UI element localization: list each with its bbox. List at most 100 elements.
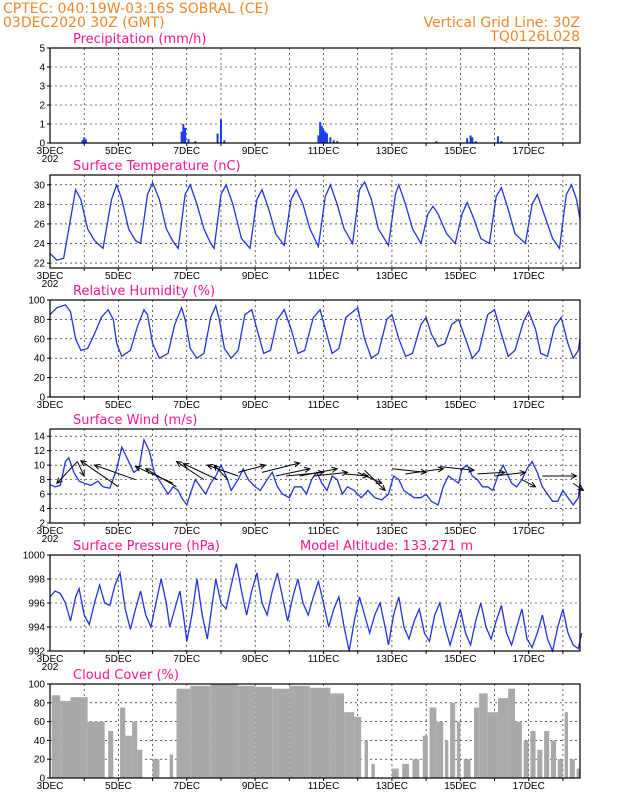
wind-arrow-shaft: [299, 468, 338, 477]
wind-arrow-shaft: [76, 461, 85, 477]
cloud-ytick-label: 60: [34, 717, 46, 728]
precip-xtick-year: 202: [42, 154, 59, 165]
wind-ytick-label: 10: [34, 461, 46, 472]
rh-xtick-label: 13DEC: [376, 400, 408, 411]
wind-arrow: [572, 482, 585, 492]
cloud-bar: [371, 763, 375, 778]
cloud-ytick-label: 0: [39, 774, 45, 785]
pres-title: Surface Pressure (hPa): [73, 539, 220, 554]
temp-line: [49, 180, 581, 261]
wind-arrow: [494, 469, 527, 477]
temp-ytick-label: 24: [34, 239, 46, 250]
temp-xtick-label: 13DEC: [376, 271, 408, 282]
cloud-bar: [132, 721, 138, 778]
wind-arrow-head: [362, 472, 370, 479]
pres-extra-label: Model Altitude: 133.271 m: [300, 539, 473, 554]
wind-xtick-label: 7DEC: [173, 526, 200, 537]
rh-line: [49, 303, 581, 360]
cloud-bar: [87, 721, 105, 778]
cloud-bar: [402, 763, 410, 778]
wind-arrow-shaft: [439, 466, 475, 471]
precip-xtick-label: 5DEC: [105, 146, 132, 157]
cloud-ytick-label: 40: [34, 736, 46, 747]
wind-arrow-head: [519, 469, 527, 477]
wind-arrow-shaft: [275, 468, 310, 477]
rh-title: Relative Humidity (%): [73, 284, 215, 299]
wind-arrow: [237, 463, 267, 473]
wind-arrow-head: [293, 461, 301, 468]
wind-xtick-label: 11DEC: [308, 526, 340, 537]
precip-ytick-label: 1: [39, 120, 45, 131]
wind-xtick-year: 202: [42, 534, 59, 545]
wind-arrow-head: [56, 477, 63, 485]
precip-xtick-label: 3DEC: [37, 146, 64, 157]
wind-arrow-head: [468, 466, 476, 473]
precip-bar: [216, 133, 219, 143]
precip-xtick-label: 9DEC: [242, 146, 269, 157]
temp-ytick-label: 28: [34, 200, 46, 211]
wind-arrow-head: [317, 469, 325, 476]
cloud-bar: [125, 735, 133, 778]
precip-bar: [500, 141, 503, 143]
cloud-bar: [479, 693, 488, 778]
header-run-time: 03DEC2020 30Z (GMT): [3, 15, 165, 31]
cloud-bar: [530, 731, 536, 778]
temp-xtick-label: 3DEC: [37, 271, 64, 282]
pres-ytick-label: 996: [28, 599, 45, 610]
precip-bar: [83, 137, 86, 143]
wind-arrow: [299, 466, 339, 477]
wind-arrow-shaft: [237, 464, 266, 473]
cloud-bar: [557, 759, 563, 778]
precip-xtick-label: 7DEC: [173, 146, 200, 157]
wind-arrow: [364, 469, 386, 492]
pres-xtick-label: 7DEC: [173, 654, 200, 665]
precip-bar: [81, 140, 84, 143]
wind-arrow: [144, 468, 177, 488]
precip-bar: [182, 124, 185, 143]
wind-arrow-shaft: [357, 471, 382, 484]
temp-ytick-label: 26: [34, 219, 46, 230]
wind-arrow-head: [175, 460, 183, 467]
temp-panel: Surface Temperature (nC) 22 24 26 28 30 3DEC 5D…: [34, 159, 581, 290]
wind-frame: [49, 428, 581, 524]
cloud-xtick-label: 15DEC: [444, 781, 476, 792]
cloud-bar: [330, 693, 345, 778]
temp-frame: [49, 174, 581, 269]
wind-arrow-head: [529, 481, 537, 488]
wind-arrow-head: [379, 484, 386, 492]
pres-ytick-label: 992: [28, 647, 45, 658]
cloud-bar: [108, 731, 114, 778]
pres-xtick-label: 9DEC: [242, 654, 269, 665]
pres-xtick-label: 5DEC: [105, 654, 132, 665]
temp-ytick-label: 22: [34, 259, 46, 270]
wind-arrow-head: [206, 463, 214, 470]
cloud-bar: [255, 686, 273, 778]
pres-ytick-label: 994: [28, 623, 45, 634]
cloud-ytick-label: 80: [34, 698, 46, 709]
rh-ytick-label: 20: [34, 373, 46, 384]
wind-arrow: [542, 472, 578, 480]
wind-xtick-label: 13DEC: [376, 526, 408, 537]
precip-bar: [496, 136, 499, 143]
wind-arrow-head: [341, 469, 349, 476]
cloud-bar: [422, 735, 428, 778]
cloud-bar: [364, 740, 368, 778]
wind-xtick-label: 15DEC: [444, 526, 476, 537]
pres-xtick-label: 15DEC: [444, 654, 476, 665]
cloud-xtick-label: 11DEC: [308, 781, 340, 792]
pres-xtick-label: 17DEC: [513, 654, 545, 665]
wind-ytick-label: 8: [39, 475, 45, 486]
wind-arrow-shaft: [145, 468, 177, 488]
cloud-bar: [289, 685, 310, 778]
precip-bar: [466, 138, 469, 143]
rh-xtick-label: 11DEC: [308, 400, 340, 411]
cloud-ytick-label: 100: [28, 680, 45, 691]
precip-bar: [317, 135, 320, 143]
wind-arrow: [79, 460, 119, 488]
precip-bar: [329, 137, 332, 143]
wind-arrow: [93, 463, 136, 481]
temp-xtick-label: 7DEC: [173, 271, 200, 282]
wind-arrow: [206, 463, 239, 477]
cloud-bar: [137, 749, 143, 778]
